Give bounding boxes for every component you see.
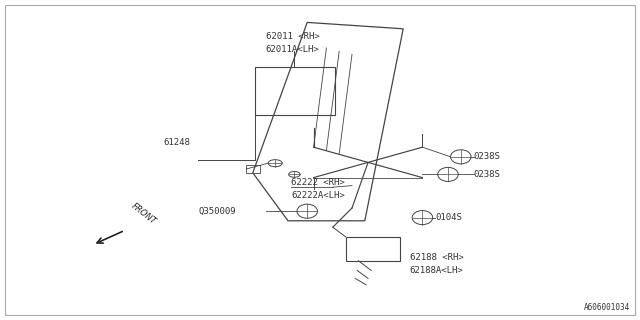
Bar bbox=[246, 165, 260, 173]
Text: 62222 <RH>: 62222 <RH> bbox=[291, 178, 345, 187]
Text: 62188 <RH>: 62188 <RH> bbox=[410, 253, 463, 262]
Text: 61248: 61248 bbox=[163, 138, 190, 147]
Text: FRONT: FRONT bbox=[130, 202, 158, 227]
Text: A606001034: A606001034 bbox=[584, 303, 630, 312]
Text: Q350009: Q350009 bbox=[198, 207, 236, 216]
Text: 0104S: 0104S bbox=[435, 213, 462, 222]
Bar bbox=[346, 237, 400, 261]
Text: 0238S: 0238S bbox=[474, 152, 500, 161]
Text: 62222A<LH>: 62222A<LH> bbox=[291, 191, 345, 200]
Text: 62011A<LH>: 62011A<LH> bbox=[266, 45, 319, 54]
Bar bbox=[255, 67, 335, 115]
Text: 0238S: 0238S bbox=[474, 170, 500, 179]
Text: 62188A<LH>: 62188A<LH> bbox=[410, 266, 463, 275]
Text: 62011 <RH>: 62011 <RH> bbox=[266, 32, 319, 41]
